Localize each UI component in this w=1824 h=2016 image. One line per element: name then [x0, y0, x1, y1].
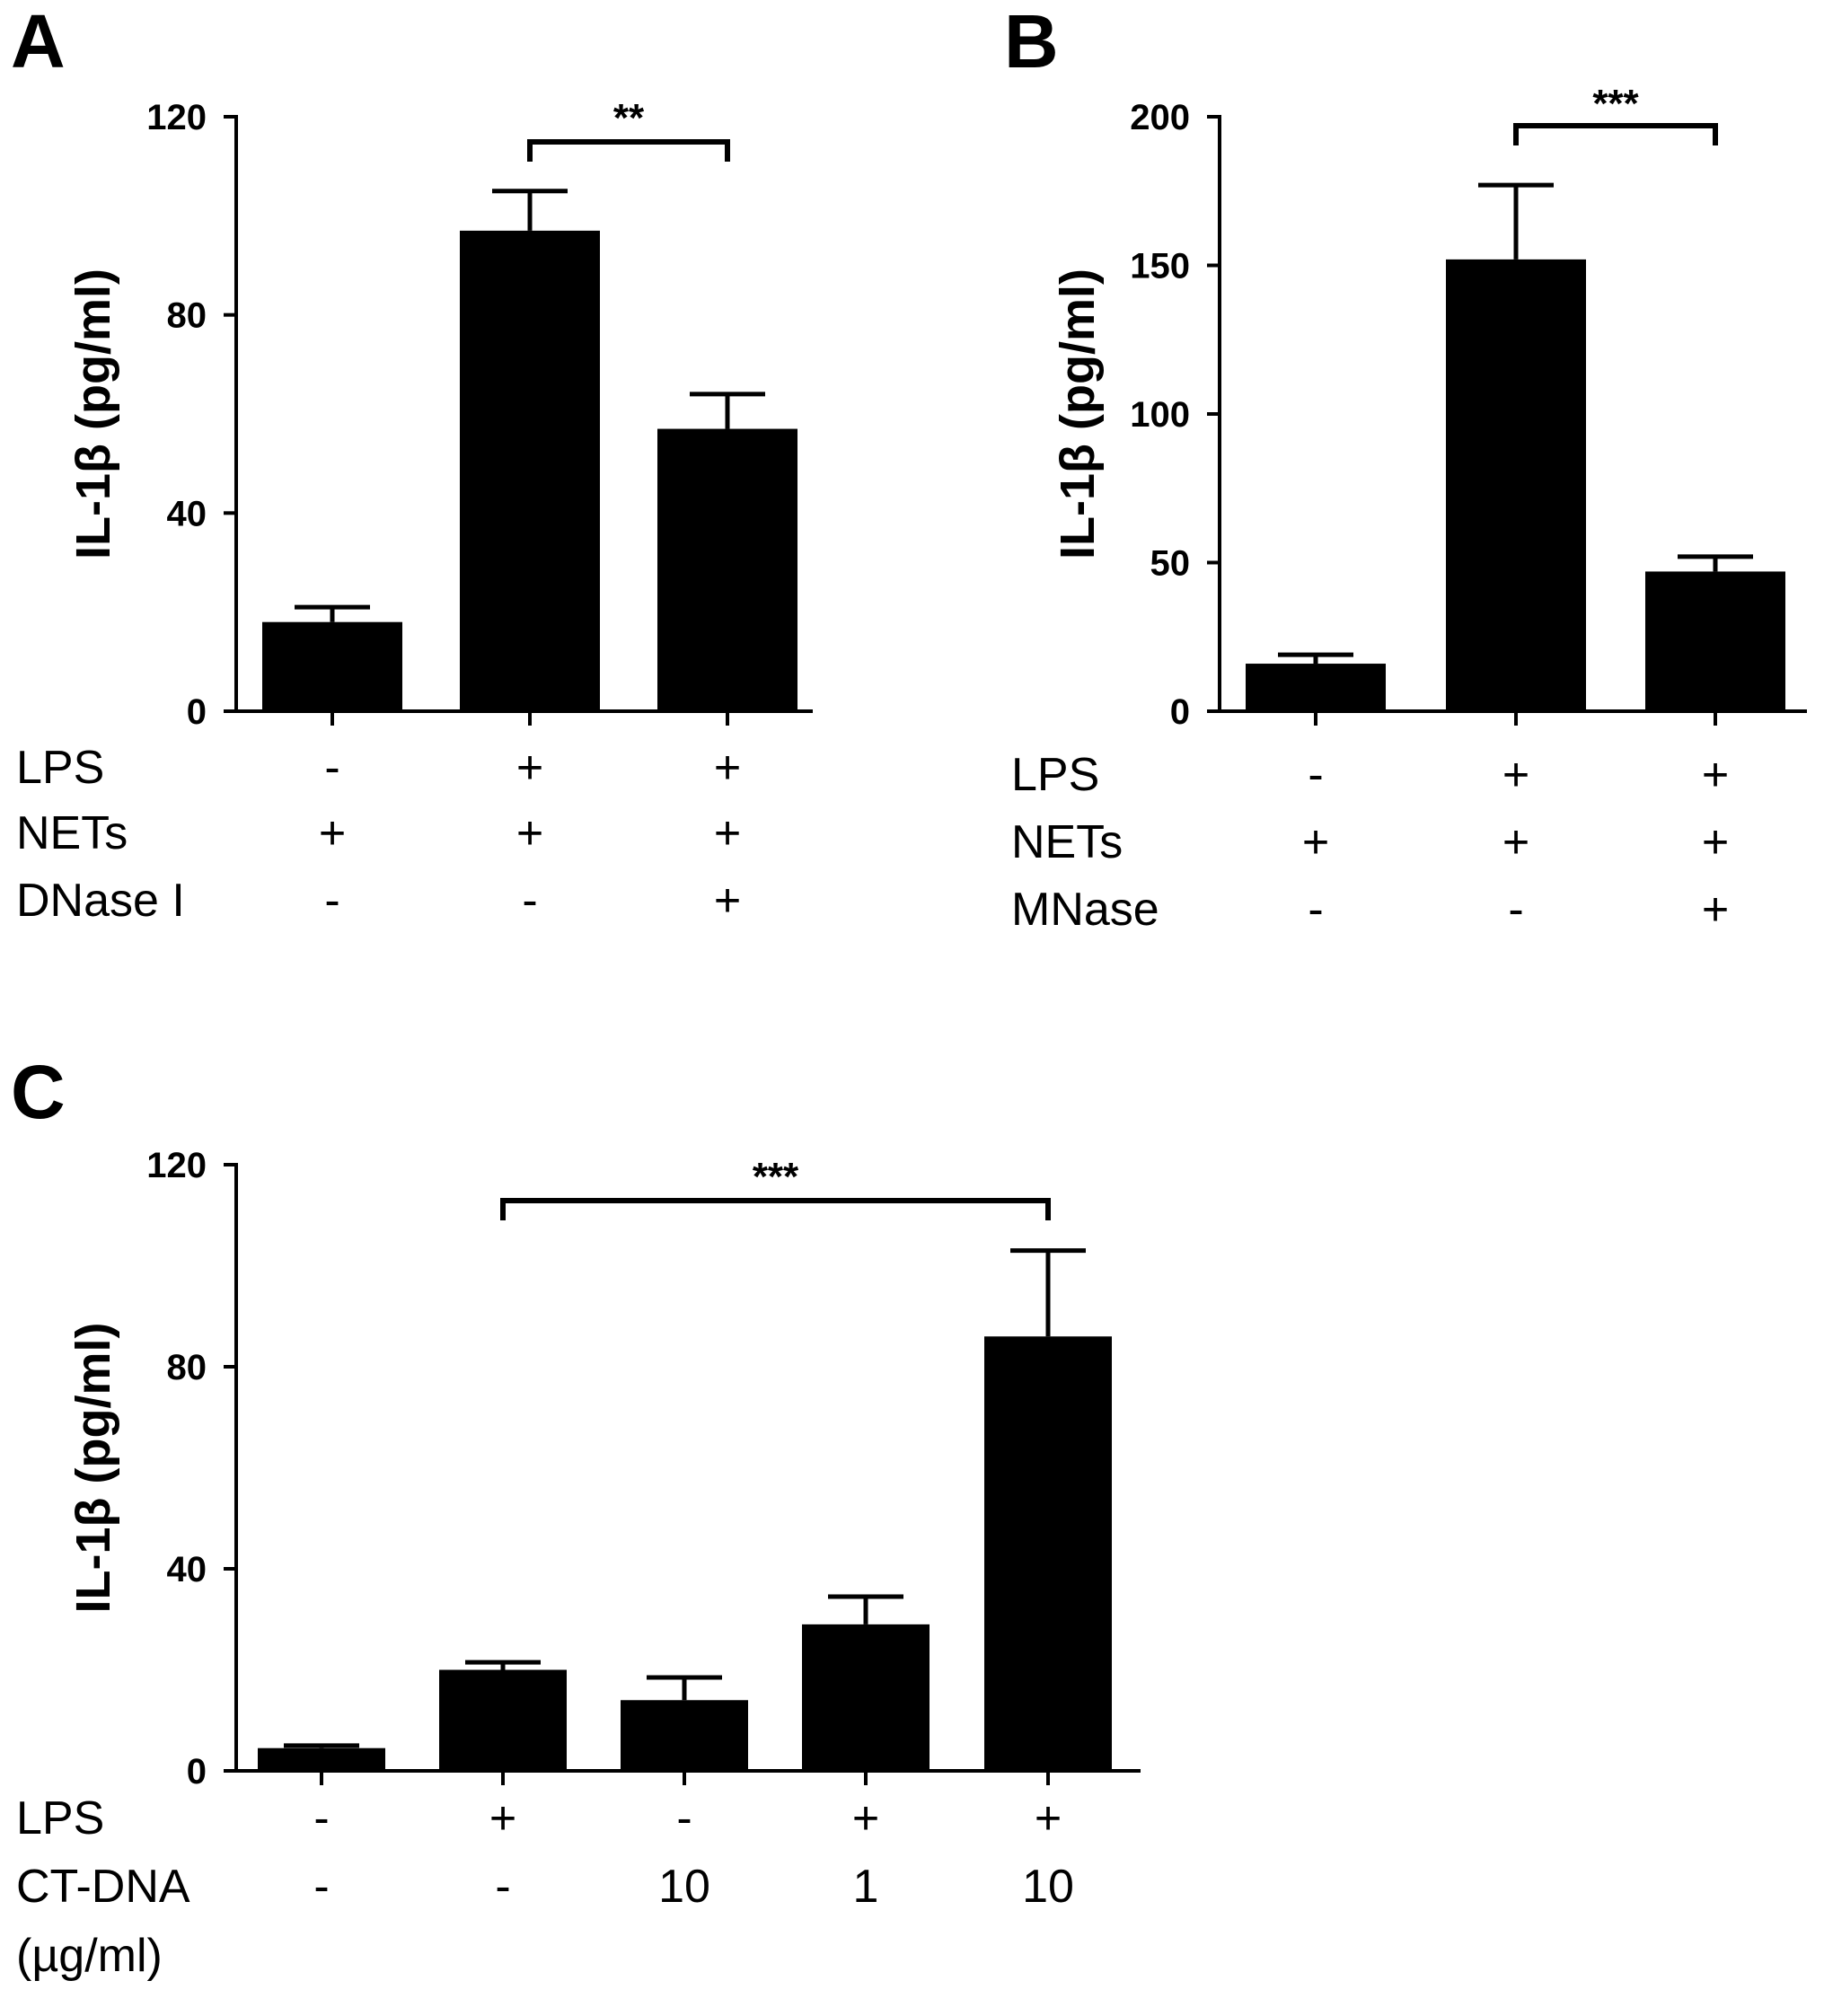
- condition-value: +: [714, 742, 741, 794]
- condition-label: MNase: [1011, 884, 1159, 936]
- y-axis-title: IL-1β (pg/ml): [1051, 269, 1105, 559]
- condition-value: -: [324, 875, 339, 927]
- condition-value: 10: [658, 1861, 710, 1913]
- condition-value: -: [313, 1861, 329, 1913]
- condition-value: +: [1502, 816, 1529, 868]
- condition-label: LPS: [16, 1792, 104, 1844]
- bar: [1446, 259, 1586, 711]
- condition-value: -: [1308, 884, 1323, 936]
- significance-bracket: [1513, 123, 1718, 145]
- condition-value: +: [1035, 1792, 1062, 1844]
- significance-label: **: [613, 96, 645, 140]
- bar: [1645, 571, 1785, 711]
- y-tick-label: 0: [187, 1752, 207, 1792]
- condition-label: DNase I: [16, 875, 185, 927]
- condition-label: CT-DNA: [16, 1861, 190, 1913]
- condition-value: +: [489, 1792, 516, 1844]
- condition-label: (µg/ml): [16, 1930, 163, 1982]
- condition-value: +: [1302, 816, 1329, 868]
- bar: [802, 1624, 930, 1771]
- y-tick-label: 120: [146, 98, 207, 137]
- panel-b: B IL-1β (pg/ml) 0 50 100 150 200 LPS - + + NETs + + + M…: [1004, 0, 1807, 936]
- condition-label: NETs: [16, 807, 128, 859]
- bar: [439, 1669, 567, 1771]
- y-tick-label: 0: [1170, 692, 1190, 732]
- significance-label: ***: [753, 1155, 799, 1199]
- panel-a: A IL-1β (pg/ml) 0 40 80 120 LPS - + + NETs + + + DNase…: [11, 0, 813, 927]
- condition-value: -: [495, 1861, 510, 1913]
- y-axis-title: IL-1β (pg/ml): [66, 1323, 120, 1614]
- bar: [460, 230, 600, 712]
- bar: [657, 428, 797, 711]
- bar: [621, 1700, 748, 1771]
- condition-label: LPS: [1011, 749, 1099, 801]
- y-tick-label: 150: [1130, 247, 1190, 286]
- condition-value: -: [1308, 749, 1323, 801]
- y-tick-label: 50: [1150, 544, 1191, 584]
- bar: [984, 1336, 1112, 1771]
- condition-value: -: [324, 742, 339, 794]
- condition-value: 1: [853, 1861, 879, 1913]
- y-tick-label: 100: [1130, 395, 1190, 435]
- condition-value: -: [676, 1792, 692, 1844]
- panel-letter: C: [11, 1050, 66, 1134]
- y-tick-label: 80: [167, 296, 207, 336]
- condition-value: +: [1702, 816, 1729, 868]
- condition-value: +: [516, 742, 543, 794]
- bar: [258, 1747, 385, 1771]
- condition-label: NETs: [1011, 816, 1123, 868]
- y-tick-label: 120: [146, 1146, 207, 1185]
- y-tick-label: 40: [167, 494, 207, 533]
- panel-letter: A: [11, 0, 66, 84]
- condition-value: +: [1702, 749, 1729, 801]
- condition-value: +: [1502, 749, 1529, 801]
- panel-letter: B: [1004, 0, 1059, 84]
- condition-value: 10: [1022, 1861, 1074, 1913]
- condition-value: -: [313, 1792, 329, 1844]
- panel-c: C IL-1β (pg/ml) 0 40 80 120 LPS - + - + + CT-DNA - - 10…: [11, 1050, 1141, 1982]
- significance-label: ***: [1592, 82, 1639, 126]
- y-tick-label: 80: [167, 1348, 207, 1387]
- significance-bracket: [527, 139, 730, 162]
- condition-value: +: [714, 875, 741, 927]
- condition-value: +: [1702, 884, 1729, 936]
- condition-label: LPS: [16, 742, 104, 794]
- condition-value: +: [319, 807, 346, 859]
- condition-value: +: [852, 1792, 879, 1844]
- y-tick-label: 200: [1130, 98, 1190, 137]
- condition-value: -: [522, 875, 537, 927]
- bar: [1246, 664, 1386, 711]
- y-axis-title: IL-1β (pg/ml): [66, 269, 120, 559]
- significance-bracket: [500, 1198, 1051, 1220]
- condition-value: +: [516, 807, 543, 859]
- condition-value: +: [714, 807, 741, 859]
- y-tick-label: 40: [167, 1550, 207, 1589]
- bar: [262, 621, 402, 711]
- condition-value: -: [1508, 884, 1523, 936]
- y-tick-label: 0: [187, 692, 207, 732]
